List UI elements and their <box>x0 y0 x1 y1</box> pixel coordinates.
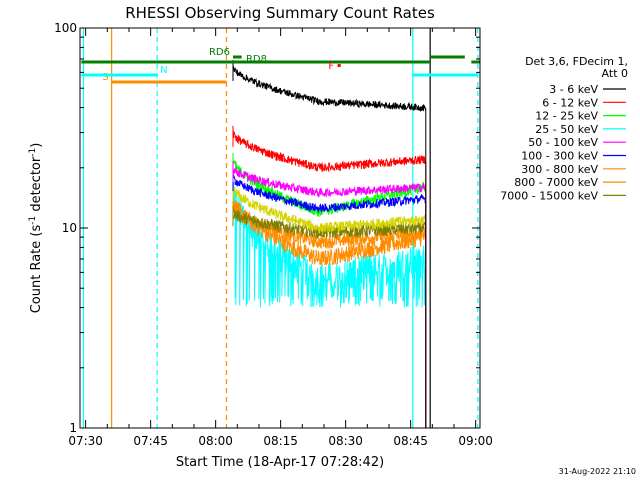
y-axis-label-mid: detector <box>29 156 44 216</box>
x-axis-label: Start Time (18-Apr-17 07:28:42) <box>176 455 384 470</box>
y-axis-label-end: ) <box>29 143 44 148</box>
legend-label: 800 - 7000 keV <box>514 176 598 189</box>
y-tick-label: 100 <box>54 21 77 35</box>
y-tick-label: 1 <box>69 421 77 435</box>
series-2-trace <box>232 125 427 428</box>
y-axis-label-sup2: -1 <box>28 148 38 157</box>
flag-dot <box>337 64 341 67</box>
legend-label: 25 - 50 keV <box>535 123 598 136</box>
legend-label: 12 - 25 keV <box>535 110 598 123</box>
legend-label: 3 - 6 keV <box>549 83 598 96</box>
y-axis-label-main: Count Rate (s <box>29 225 44 314</box>
x-tick-label: 09:00 <box>458 434 493 448</box>
y-tick-label: 10 <box>62 221 77 235</box>
legend-label: 6 - 12 keV <box>542 96 598 109</box>
legend-label: 50 - 100 keV <box>528 136 598 149</box>
y-axis-ticks: 1 10 100 <box>54 21 480 435</box>
legend-label: 100 - 300 keV <box>521 150 598 163</box>
x-tick-label: 08:00 <box>198 434 233 448</box>
x-tick-label: 08:15 <box>263 434 298 448</box>
flag-label: S <box>102 72 108 83</box>
series-9-trace <box>232 205 427 428</box>
series-extra-trace <box>232 180 427 428</box>
legend-label: 300 - 800 keV <box>521 163 598 176</box>
y-axis-label-sup1: -1 <box>28 216 38 225</box>
flag-label: N <box>160 65 167 76</box>
footer-date: 31-Aug-2022 21:10 <box>559 467 636 476</box>
x-tick-label: 08:45 <box>393 434 428 448</box>
x-tick-label: 07:30 <box>68 434 103 448</box>
flag-label: RD8 <box>246 54 267 65</box>
legend-header-2: Att 0 <box>602 67 628 80</box>
x-axis-ticks: 07:30 07:45 08:00 08:15 08:30 08:45 09:00 <box>68 28 493 448</box>
legend-header-1: Det 3,6, FDecim 1, <box>525 55 628 68</box>
flag-label: F <box>328 61 334 72</box>
legend-label: 7000 - 15000 keV <box>500 189 598 202</box>
x-tick-label: 08:30 <box>328 434 363 448</box>
chart-title: RHESSI Observing Summary Count Rates <box>125 4 435 22</box>
series-5-trace <box>232 161 427 428</box>
y-axis-label: Count Rate (s-1 detector-1) <box>28 143 44 314</box>
series-1-trace <box>232 60 427 428</box>
plot-area: S N RD6 RD8 F <box>81 28 480 428</box>
x-tick-label: 07:45 <box>133 434 168 448</box>
flag-label: RD6 <box>209 47 230 58</box>
